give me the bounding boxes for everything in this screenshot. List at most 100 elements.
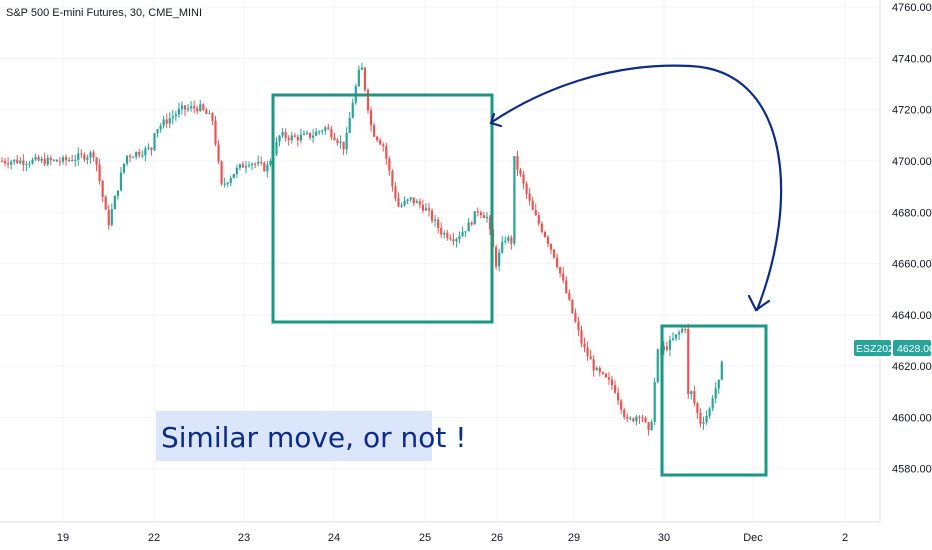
candle xyxy=(336,137,339,146)
candle xyxy=(302,130,306,136)
candle xyxy=(705,410,708,425)
y-tick-label: 4620.00 xyxy=(892,361,932,373)
candle xyxy=(80,149,83,159)
candle xyxy=(183,105,187,117)
candle xyxy=(665,341,668,352)
candle xyxy=(238,163,241,171)
candle xyxy=(7,157,10,169)
candle xyxy=(440,222,443,239)
x-tick-label: 29 xyxy=(568,532,580,544)
candle xyxy=(153,132,156,152)
candle xyxy=(37,154,40,162)
candle xyxy=(546,235,550,248)
candle xyxy=(519,168,522,177)
candle xyxy=(714,382,717,404)
candle xyxy=(626,413,629,423)
candle xyxy=(717,379,720,395)
y-tick-label: 4700.00 xyxy=(892,156,932,168)
candle xyxy=(376,135,379,143)
candle xyxy=(708,406,711,419)
candle xyxy=(437,217,440,234)
candle xyxy=(141,150,144,159)
candle xyxy=(556,253,559,270)
candle xyxy=(305,130,309,136)
candle xyxy=(104,195,107,210)
candle xyxy=(485,212,489,223)
candle xyxy=(77,147,80,166)
candle xyxy=(434,215,437,227)
candle xyxy=(430,208,434,224)
candle xyxy=(501,236,504,254)
candle xyxy=(186,103,190,113)
candle xyxy=(68,156,71,163)
highlight-box-current xyxy=(660,324,768,477)
candle xyxy=(315,128,318,137)
candle xyxy=(107,204,110,230)
candle xyxy=(412,197,415,207)
candle xyxy=(592,355,595,377)
x-tick-label: 22 xyxy=(148,532,160,544)
candle xyxy=(16,155,19,165)
candle xyxy=(159,123,162,133)
candle xyxy=(580,325,583,348)
candle xyxy=(406,198,409,205)
x-tick-label: 30 xyxy=(658,532,670,544)
y-tick-label: 4740.00 xyxy=(892,53,932,65)
candle xyxy=(382,142,385,152)
candle xyxy=(394,182,397,202)
candle xyxy=(543,230,546,238)
candle xyxy=(64,154,68,166)
candle xyxy=(671,332,675,342)
x-tick-label: 19 xyxy=(57,532,69,544)
candle xyxy=(83,152,86,163)
candle xyxy=(720,360,723,381)
candle xyxy=(351,98,354,119)
candle xyxy=(290,132,293,144)
candle xyxy=(641,414,644,423)
badge-price-bg xyxy=(893,340,931,356)
candle xyxy=(488,214,492,235)
candle xyxy=(540,221,543,234)
candle xyxy=(190,100,193,112)
candle xyxy=(516,150,519,177)
candle xyxy=(208,109,211,115)
candle xyxy=(211,112,214,126)
candle xyxy=(34,154,37,162)
candle xyxy=(257,155,260,167)
candle xyxy=(165,113,168,129)
candle xyxy=(464,231,467,238)
candle xyxy=(174,110,177,121)
candle xyxy=(650,419,653,431)
candle xyxy=(254,162,257,169)
candle xyxy=(418,198,421,209)
candle xyxy=(135,151,138,160)
candle xyxy=(0,157,4,162)
candle xyxy=(617,387,620,406)
candle xyxy=(607,371,611,385)
candle xyxy=(31,157,34,165)
candle xyxy=(327,124,330,130)
candles xyxy=(0,62,723,436)
candle xyxy=(25,161,28,172)
candle xyxy=(482,211,485,219)
candle xyxy=(568,289,571,302)
candle xyxy=(22,154,25,172)
candle xyxy=(217,140,220,165)
candle xyxy=(113,194,116,210)
candle xyxy=(125,155,129,166)
candle xyxy=(138,148,141,159)
candle xyxy=(443,230,446,239)
annotation-text: Similar move, or not ! xyxy=(161,421,466,454)
candle xyxy=(366,88,370,114)
candle xyxy=(537,212,540,227)
candle xyxy=(89,150,92,164)
candle xyxy=(202,103,205,112)
candle xyxy=(604,372,607,379)
candle xyxy=(13,159,16,166)
candle xyxy=(168,112,171,129)
candle xyxy=(668,335,672,357)
x-tick-label: 23 xyxy=(238,532,250,544)
candle xyxy=(369,106,373,132)
candle xyxy=(171,109,174,125)
